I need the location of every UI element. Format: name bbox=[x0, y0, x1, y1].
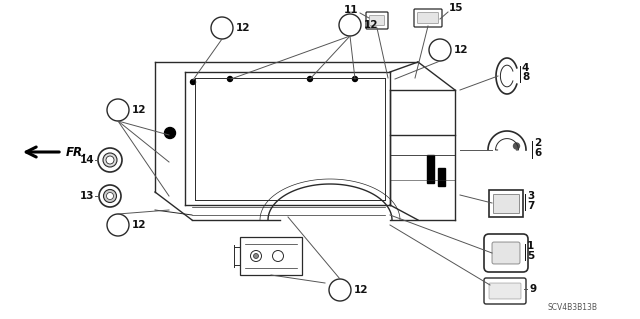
Circle shape bbox=[99, 185, 121, 207]
Circle shape bbox=[513, 143, 520, 149]
Bar bbox=[493, 194, 519, 212]
Text: FR.: FR. bbox=[66, 145, 88, 159]
Circle shape bbox=[211, 17, 233, 39]
Bar bbox=[489, 189, 523, 217]
Text: SCV4B3B13B: SCV4B3B13B bbox=[548, 303, 598, 312]
Circle shape bbox=[98, 148, 122, 172]
Text: 5: 5 bbox=[527, 251, 534, 261]
Circle shape bbox=[339, 14, 361, 36]
Circle shape bbox=[353, 77, 358, 81]
Text: 12: 12 bbox=[364, 20, 378, 30]
Text: 12: 12 bbox=[454, 45, 468, 55]
Text: 13: 13 bbox=[79, 191, 94, 201]
FancyBboxPatch shape bbox=[492, 242, 520, 264]
Circle shape bbox=[104, 189, 116, 203]
Text: 3: 3 bbox=[527, 191, 534, 201]
FancyBboxPatch shape bbox=[489, 283, 521, 299]
Circle shape bbox=[191, 79, 195, 85]
Circle shape bbox=[106, 156, 114, 164]
Circle shape bbox=[227, 77, 232, 81]
Text: 11: 11 bbox=[344, 5, 358, 15]
Text: 12: 12 bbox=[354, 285, 369, 295]
Circle shape bbox=[164, 128, 175, 138]
FancyBboxPatch shape bbox=[417, 12, 438, 24]
Text: 15: 15 bbox=[449, 3, 463, 13]
Text: 8: 8 bbox=[522, 72, 529, 82]
Circle shape bbox=[103, 153, 117, 167]
FancyBboxPatch shape bbox=[369, 16, 385, 26]
Text: 12: 12 bbox=[132, 220, 147, 230]
FancyBboxPatch shape bbox=[484, 278, 526, 304]
Text: 4: 4 bbox=[522, 63, 529, 73]
Text: 12: 12 bbox=[236, 23, 250, 33]
FancyBboxPatch shape bbox=[484, 234, 528, 272]
Circle shape bbox=[106, 192, 113, 199]
Text: 7: 7 bbox=[527, 201, 534, 211]
Bar bbox=[427, 155, 434, 183]
Circle shape bbox=[253, 254, 259, 258]
Bar bbox=[240, 237, 302, 275]
Text: 1: 1 bbox=[527, 241, 534, 251]
Circle shape bbox=[307, 77, 312, 81]
FancyBboxPatch shape bbox=[414, 9, 442, 27]
Bar bbox=[438, 168, 445, 186]
Text: 12: 12 bbox=[132, 105, 147, 115]
Text: 9: 9 bbox=[530, 284, 537, 294]
Text: 6: 6 bbox=[534, 148, 541, 158]
Text: 2: 2 bbox=[534, 138, 541, 148]
Circle shape bbox=[429, 39, 451, 61]
Circle shape bbox=[329, 279, 351, 301]
Text: 14: 14 bbox=[79, 155, 94, 165]
Circle shape bbox=[107, 214, 129, 236]
FancyBboxPatch shape bbox=[366, 12, 388, 29]
Circle shape bbox=[107, 99, 129, 121]
